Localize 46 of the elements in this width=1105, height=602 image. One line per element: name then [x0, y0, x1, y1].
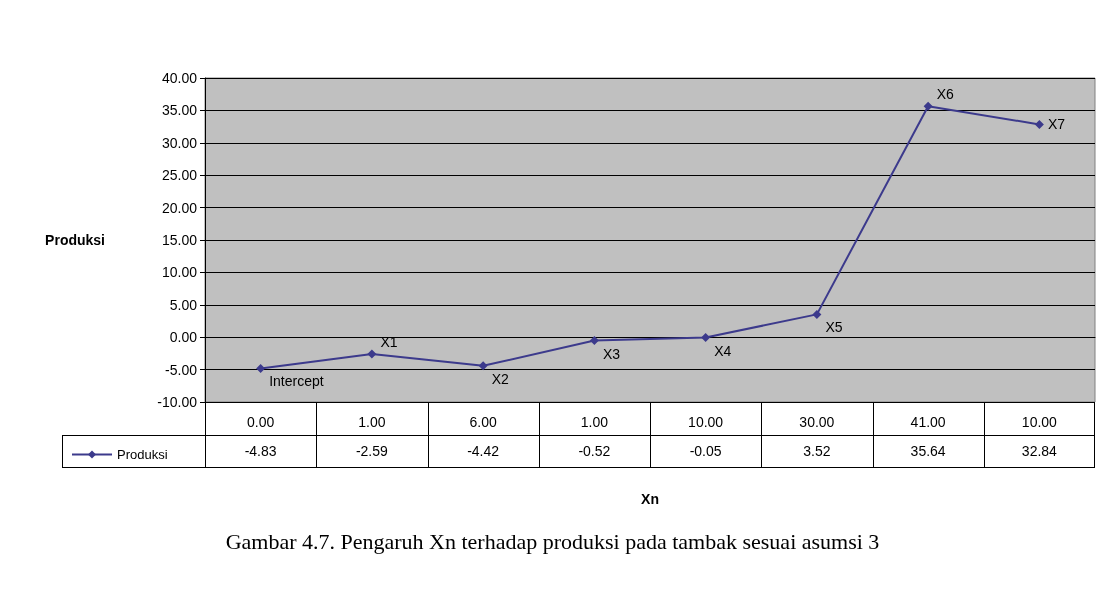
y-tick-label: -5.00 — [165, 361, 198, 378]
point — [812, 309, 822, 319]
data-label: 3.52 — [803, 443, 831, 459]
annotation: X6 — [936, 86, 954, 103]
legend-label: Produksi — [117, 447, 168, 462]
y-tick-label: 30.00 — [161, 134, 198, 151]
y-tick-label: 35.00 — [161, 102, 198, 119]
x-tick-label: 1.00 — [580, 414, 609, 430]
y-tick-label: -10.00 — [157, 394, 198, 410]
annotation: X3 — [602, 345, 621, 362]
point — [256, 364, 266, 373]
x-tick-label: 1.00 — [358, 414, 386, 430]
y-tick-label: 0.00 — [169, 329, 198, 346]
data-label: -4.42 — [467, 443, 500, 459]
data-label: 32.84 — [1021, 443, 1058, 459]
x-tick-label: 6.00 — [469, 414, 497, 430]
text: Gambar 4.7. Pengaruh Xn terhadap produksi pada tambak sesuai asumsi 3 — [225, 528, 880, 554]
y-axis-title: Produksi — [45, 232, 105, 248]
annotation: X4 — [714, 342, 732, 359]
x-tick-label: 0.00 — [247, 414, 275, 430]
data-label: -4.83 — [244, 443, 277, 459]
point — [589, 336, 599, 346]
point — [478, 361, 488, 371]
annotation: X7 — [1047, 116, 1066, 133]
data-label: -0.05 — [689, 443, 722, 459]
annotation: Intercept — [269, 373, 324, 390]
y-tick-label: 10.00 — [161, 264, 198, 281]
y-tick-label: 5.00 — [169, 296, 198, 313]
annotation: X2 — [491, 370, 509, 387]
data-label: -0.52 — [578, 443, 611, 459]
x-tick-label: 10.00 — [688, 414, 724, 430]
x-tick-label: 30.00 — [799, 414, 835, 430]
y-tick-label: 15.00 — [161, 232, 198, 248]
data-label: 35.64 — [910, 443, 946, 459]
point — [701, 333, 711, 343]
x-tick-label: 10.00 — [1021, 414, 1058, 430]
annotation: X5 — [825, 319, 843, 336]
point — [367, 349, 377, 359]
point — [1034, 119, 1044, 129]
y-tick-label: 20.00 — [161, 199, 198, 216]
y-tick-label: 40.00 — [161, 70, 198, 86]
data-label: -2.59 — [355, 443, 389, 459]
y-tick-label: 25.00 — [161, 167, 198, 184]
point — [923, 101, 933, 111]
x-axis-title: Xn — [641, 491, 659, 507]
x-tick-label: 41.00 — [910, 414, 946, 430]
